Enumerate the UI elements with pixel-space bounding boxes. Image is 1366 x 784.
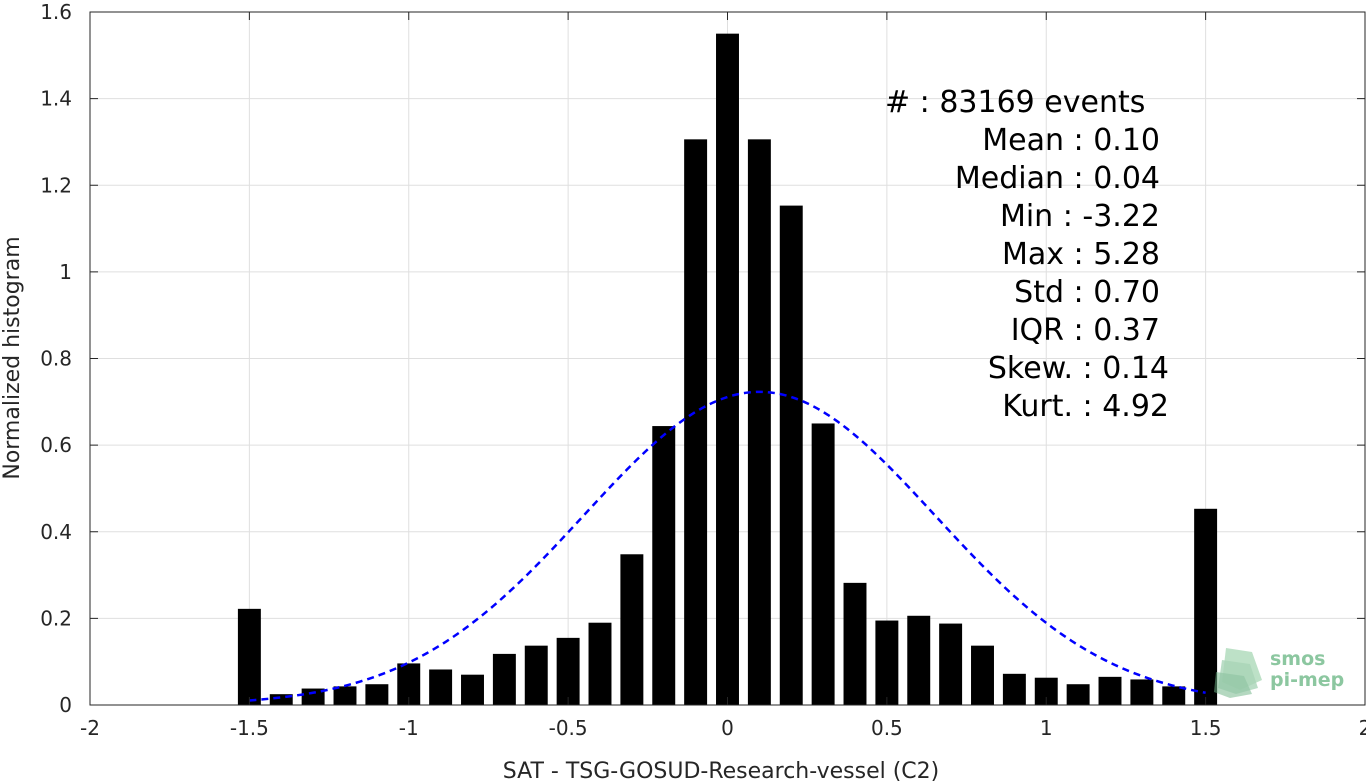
histogram-bar bbox=[971, 645, 994, 705]
y-tick-label: 1.6 bbox=[40, 0, 72, 24]
histogram-bar bbox=[939, 623, 963, 705]
stat-min: Min : -3.22 bbox=[1000, 199, 1160, 234]
stats-box: # : 83169 events Mean : 0.10 Median : 0.… bbox=[885, 85, 1169, 424]
x-tick-label: 1.5 bbox=[1190, 716, 1222, 740]
histogram-bar bbox=[652, 426, 676, 705]
stat-skew: Skew. : 0.14 bbox=[988, 351, 1169, 386]
histogram-bars bbox=[237, 33, 1218, 705]
y-tick-labels: 0 0.2 0.4 0.6 0.8 1 1.2 1.4 1.6 bbox=[40, 0, 72, 717]
x-axis-label: SAT - TSG-GOSUD-Research-vessel (C2) bbox=[503, 759, 940, 784]
logo-line2: pi-mep bbox=[1270, 669, 1344, 691]
histogram-bar bbox=[907, 615, 931, 705]
histogram-bar bbox=[747, 139, 771, 705]
x-tick-label: 0.5 bbox=[871, 716, 903, 740]
x-tick-label: -0.5 bbox=[549, 716, 588, 740]
y-tick-label: 0.4 bbox=[40, 520, 72, 544]
stat-std: Std : 0.70 bbox=[1014, 275, 1160, 310]
histogram-bar bbox=[556, 637, 580, 705]
histogram-bar bbox=[716, 33, 739, 705]
histogram-bar bbox=[811, 423, 835, 705]
stat-events: # : 83169 events bbox=[885, 85, 1145, 120]
y-tick-label: 1.4 bbox=[40, 87, 72, 111]
stat-median: Median : 0.04 bbox=[955, 161, 1160, 196]
x-tick-label: 0 bbox=[721, 716, 734, 740]
stat-mean: Mean : 0.10 bbox=[982, 123, 1160, 158]
logo-line1: smos bbox=[1270, 648, 1325, 670]
histogram-bar bbox=[1034, 677, 1058, 705]
y-tick-label: 0.2 bbox=[40, 606, 72, 630]
histogram-bar bbox=[1098, 676, 1122, 705]
histogram-bar bbox=[301, 688, 325, 705]
x-tick-label: -1 bbox=[399, 716, 419, 740]
x-tick-label: 1 bbox=[1040, 716, 1053, 740]
normal-fit-curve bbox=[249, 390, 1206, 702]
x-tick-labels: -2 -1.5 -1 -0.5 0 0.5 1 1.5 2 bbox=[80, 716, 1366, 740]
histogram-bar bbox=[779, 205, 803, 705]
stat-max: Max : 5.28 bbox=[1002, 237, 1160, 272]
histogram-bar bbox=[429, 669, 453, 705]
histogram-bar bbox=[524, 645, 548, 705]
y-tick-label: 0 bbox=[59, 693, 72, 717]
histogram-bar bbox=[620, 554, 644, 705]
histogram-bar bbox=[875, 620, 899, 705]
stat-kurt: Kurt. : 4.92 bbox=[1002, 389, 1169, 424]
histogram-bar bbox=[461, 674, 484, 705]
logo-mark-icon bbox=[1214, 648, 1262, 698]
histogram-bar bbox=[843, 582, 867, 705]
histogram-bar bbox=[1162, 686, 1186, 705]
x-tick-label: -2 bbox=[80, 716, 100, 740]
y-tick-label: 0.8 bbox=[40, 347, 72, 371]
histogram-bar bbox=[365, 684, 389, 705]
y-tick-label: 0.6 bbox=[40, 433, 72, 457]
histogram-bar bbox=[237, 608, 261, 705]
histogram-bar bbox=[269, 694, 293, 705]
y-tick-label: 1 bbox=[59, 260, 72, 284]
x-tick-label: -1.5 bbox=[230, 716, 269, 740]
histogram-bar bbox=[684, 139, 708, 705]
y-tick-label: 1.2 bbox=[40, 173, 72, 197]
histogram-bar bbox=[588, 622, 612, 705]
histogram-bar bbox=[333, 686, 357, 705]
histogram-bar bbox=[492, 653, 516, 705]
axis-ticks bbox=[89, 11, 1366, 706]
histogram-bar bbox=[1130, 679, 1154, 705]
smos-pi-mep-logo: smos pi-mep bbox=[1214, 648, 1344, 698]
histogram-bar bbox=[1066, 684, 1090, 705]
y-axis-label: Normalized histogram bbox=[0, 236, 25, 479]
x-tick-label: 2 bbox=[1359, 716, 1366, 740]
histogram-bar bbox=[1002, 673, 1026, 705]
histogram-bar bbox=[397, 663, 421, 705]
histogram-bar bbox=[1194, 508, 1218, 705]
stat-iqr: IQR : 0.37 bbox=[1011, 313, 1160, 348]
